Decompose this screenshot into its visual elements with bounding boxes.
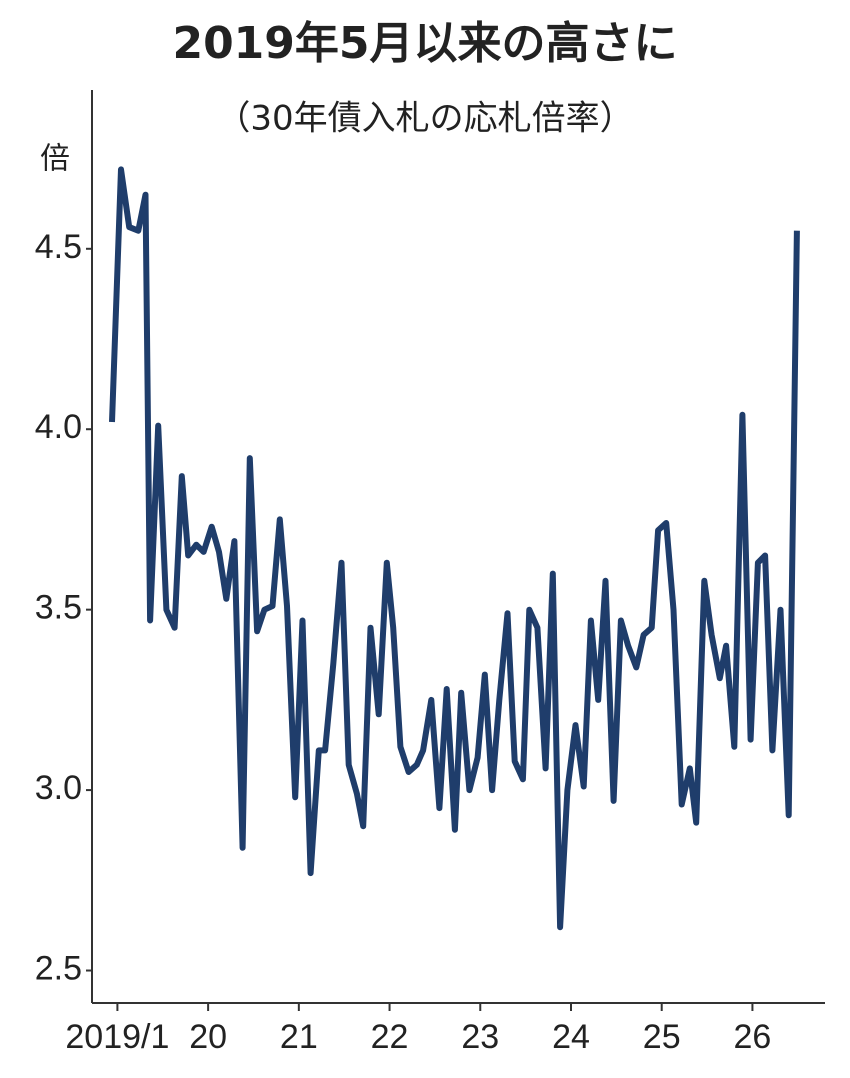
y-tick-label: 4.5 <box>35 228 82 266</box>
x-tick-label: 25 <box>643 1018 681 1056</box>
y-tick-label: 3.5 <box>35 589 82 627</box>
chart-title: 2019年5月以来の高さに <box>172 18 677 69</box>
x-tick-label: 24 <box>552 1018 590 1056</box>
x-tick-label: 20 <box>189 1018 227 1056</box>
y-axis-label: 倍 <box>40 142 70 177</box>
y-tick-label: 3.0 <box>35 769 82 807</box>
x-tick-label: 23 <box>461 1018 499 1056</box>
x-tick-label: 2019/1 <box>65 1018 169 1056</box>
y-tick-label: 2.5 <box>35 950 82 988</box>
x-tick-label: 26 <box>734 1018 772 1056</box>
y-tick-label: 4.0 <box>35 408 82 446</box>
x-tick-label: 22 <box>371 1018 409 1056</box>
x-tick-label: 21 <box>280 1018 318 1056</box>
chart-subtitle: （30年債入札の応札倍率） <box>216 99 633 139</box>
data-line <box>109 166 800 931</box>
